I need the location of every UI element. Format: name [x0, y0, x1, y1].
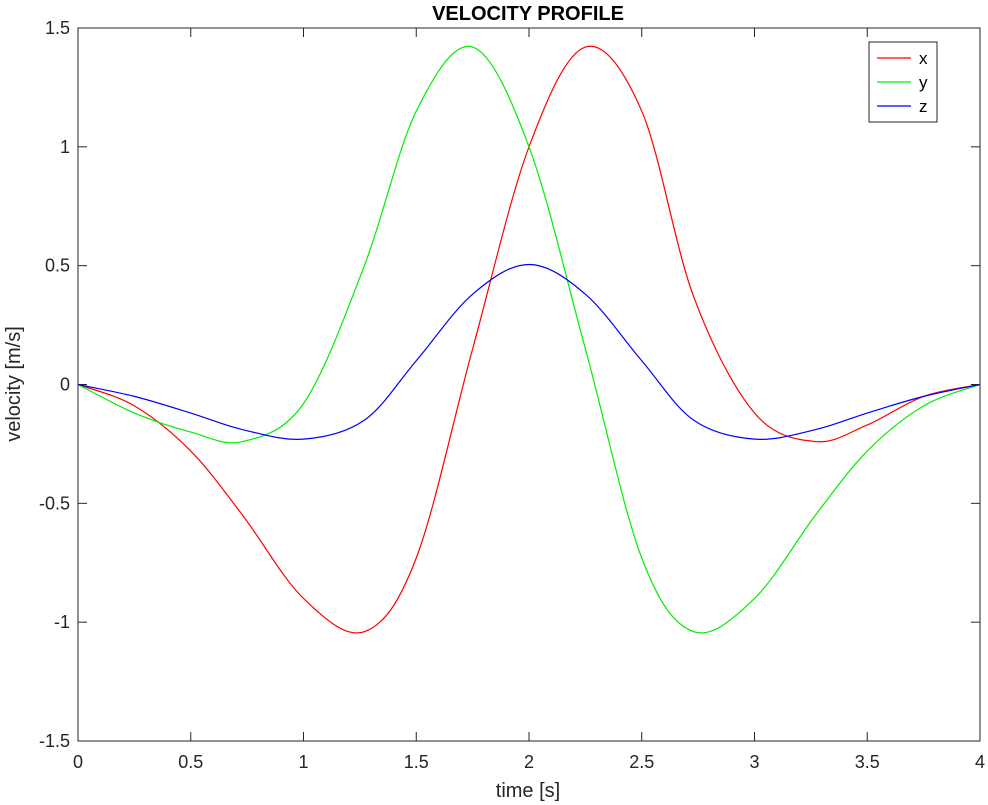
x-tick-label: 0 — [73, 752, 83, 772]
legend-label-y: y — [919, 73, 928, 92]
x-tick-label: 0.5 — [178, 752, 203, 772]
x-tick-label: 1 — [298, 752, 308, 772]
legend-label-z: z — [919, 97, 928, 116]
x-tick-label: 1.5 — [404, 752, 429, 772]
y-tick-label: -1 — [54, 612, 70, 632]
legend: xyz — [868, 41, 938, 123]
y-axis-label: velocity [m/s] — [3, 326, 25, 442]
plot-area: 0 0.5 1 1.5 2 2.5 3 3.5 4 -1.5 -1 -0.5 0 0.5 1 1.5 — [39, 18, 985, 772]
x-tick-label: 3 — [749, 752, 759, 772]
x-tick-label: 2 — [524, 752, 534, 772]
y-tick-label: 0.5 — [45, 256, 70, 276]
legend-label-x: x — [919, 49, 928, 68]
series-line-x — [77, 45, 981, 634]
series-line-z — [77, 263, 981, 440]
x-tick-label: 2.5 — [629, 752, 654, 772]
x-axis-label: time [s] — [496, 780, 560, 802]
series-line-y — [77, 45, 981, 634]
chart-title: VELOCITY PROFILE — [432, 3, 624, 25]
y-tick-label: -0.5 — [39, 493, 70, 513]
y-tick-label: 1.5 — [45, 18, 70, 38]
y-tick-label: 1 — [60, 137, 70, 157]
x-tick-label: 3.5 — [855, 752, 880, 772]
y-tick-label: 0 — [60, 375, 70, 395]
x-tick-label: 4 — [975, 752, 985, 772]
y-tick-label: -1.5 — [39, 731, 70, 751]
